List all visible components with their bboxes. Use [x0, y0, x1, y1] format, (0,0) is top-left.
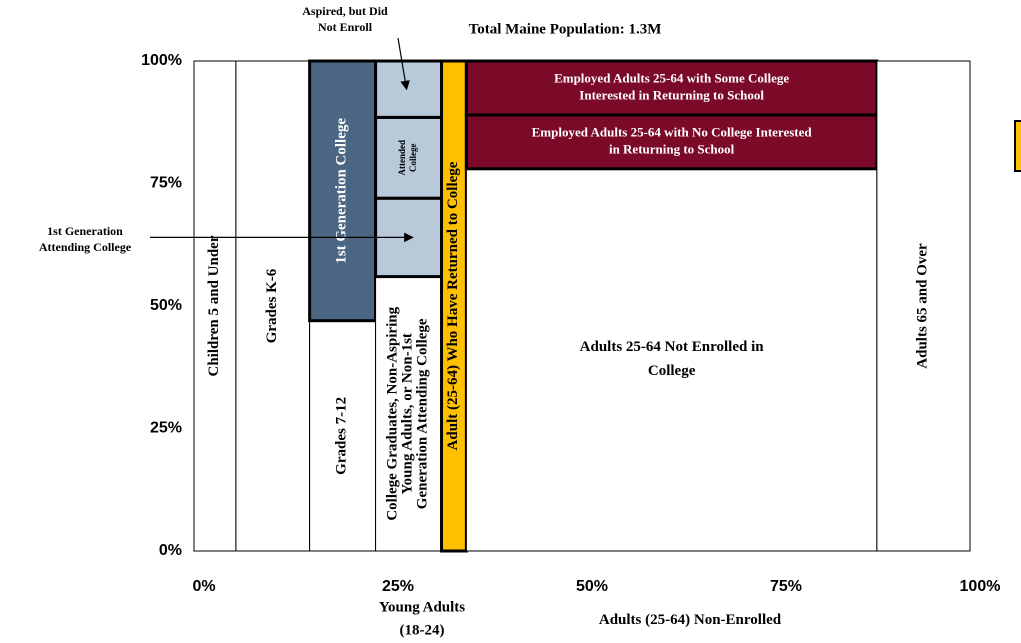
annotation: 1st Generation Attending College	[39, 224, 132, 254]
segment-label-line: College	[408, 144, 418, 173]
segment-label: Adult (25-64) Who Have Returned to Colle…	[445, 161, 461, 450]
segment-label-line: Adults 25-64 Not Enrolled in	[580, 339, 765, 355]
x-tick-label: 75%	[770, 578, 802, 595]
segment-label: Employed Adults 25-64 with No College In…	[532, 124, 813, 156]
segment-label-line: Generation Attending College	[415, 318, 431, 509]
segment-label-line: 1st Generation College	[334, 118, 350, 264]
segment-label: Adults 65 and Over	[915, 243, 931, 369]
annotation-line: Aspired, but Did	[302, 4, 388, 18]
segment	[235, 60, 311, 552]
arrow	[397, 37, 410, 91]
segment-label-line: Interested in Returning to School	[579, 87, 764, 102]
y-tick-label: 75%	[150, 175, 182, 192]
segment-label-line: Employed Adults 25-64 with No College In…	[532, 124, 813, 139]
x-tick-label: 50%	[576, 578, 608, 595]
segment-label-line: Grades K-6	[264, 268, 280, 343]
segment-label-line: Grades 7-12	[334, 397, 350, 475]
segment-label-line: College	[648, 363, 696, 379]
annotation: Aspired, but Did Not Enroll	[302, 4, 388, 34]
segment-label: AttendedCollege	[397, 140, 418, 176]
y-tick-label: 0%	[159, 542, 182, 559]
segment	[464, 59, 879, 117]
group-label: Young Adults (18-24)	[379, 600, 465, 639]
segment-label-line: Attended	[397, 140, 407, 176]
segment-label-line: Children 5 and Under	[206, 235, 222, 376]
legend-swatch	[1014, 120, 1021, 172]
annotation-line: 1st Generation	[47, 224, 123, 238]
segment	[464, 113, 879, 171]
subtitle: Total Maine Population: 1.3M	[469, 21, 662, 37]
segment-label-line: Adults 65 and Over	[915, 243, 931, 369]
segment	[375, 276, 443, 552]
group-label-line: (18-24)	[400, 623, 445, 639]
segment-label: Adults 25-64 Not Enrolled in College	[580, 339, 765, 379]
segment-label: Grades K-6	[264, 268, 280, 343]
segment	[440, 59, 468, 553]
segment-label-line: College Graduates, Non-Aspiring	[385, 306, 401, 520]
x-tick-label: 25%	[382, 578, 414, 595]
segment-label: College Graduates, Non-AspiringYoung Adu…	[385, 306, 431, 520]
y-tick-label: 25%	[150, 420, 182, 437]
group-label-line: Young Adults	[379, 600, 465, 616]
segment-label-line: in Returning to School	[609, 141, 735, 156]
segment-label: Grades 7-12	[334, 397, 350, 475]
segment-label: Children 5 and Under	[206, 235, 222, 376]
x-tick-label: 100%	[960, 578, 1001, 595]
segment-label: Employed Adults 25-64 with Some College I…	[554, 70, 789, 102]
segment	[374, 59, 444, 119]
annotation-line: Attending College	[39, 240, 132, 254]
annotation-line: Not Enroll	[318, 20, 373, 34]
group-label-line: Adults (25-64) Non-Enrolled	[599, 612, 782, 628]
x-tick-label: 0%	[192, 578, 215, 595]
group-label: Adults (25-64) Non-Enrolled	[599, 612, 782, 628]
segment-label-line: Young Adults, or Non-1st	[400, 333, 416, 494]
segment-label-line: Employed Adults 25-64 with Some College	[554, 70, 789, 85]
segment-label-line: Adult (25-64) Who Have Returned to Colle…	[445, 161, 461, 450]
y-tick-label: 50%	[150, 297, 182, 314]
segment-label: 1st Generation College	[334, 118, 350, 264]
segment	[465, 168, 878, 552]
y-tick-label: 100%	[141, 52, 182, 69]
segment	[876, 60, 971, 552]
segment	[193, 60, 237, 552]
segment	[374, 115, 444, 200]
